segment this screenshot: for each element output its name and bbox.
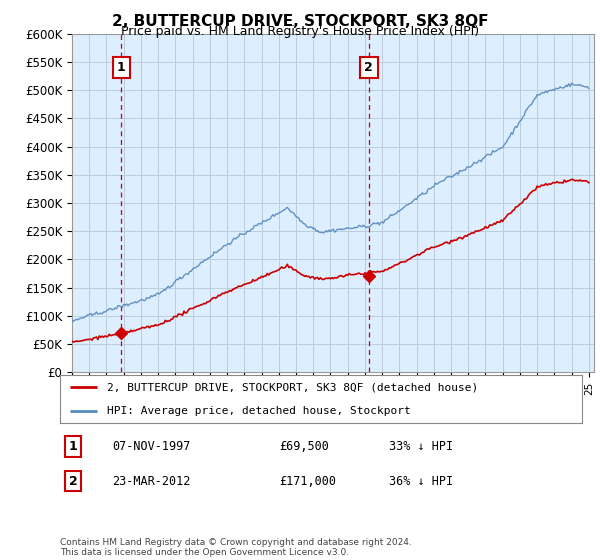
Text: £69,500: £69,500 (279, 440, 329, 453)
Text: 1: 1 (68, 440, 77, 453)
Text: 2: 2 (68, 475, 77, 488)
Text: £171,000: £171,000 (279, 475, 336, 488)
Text: 2, BUTTERCUP DRIVE, STOCKPORT, SK3 8QF (detached house): 2, BUTTERCUP DRIVE, STOCKPORT, SK3 8QF (… (107, 382, 478, 392)
Text: 23-MAR-2012: 23-MAR-2012 (112, 475, 191, 488)
Text: 36% ↓ HPI: 36% ↓ HPI (389, 475, 453, 488)
Text: Contains HM Land Registry data © Crown copyright and database right 2024.
This d: Contains HM Land Registry data © Crown c… (60, 538, 412, 557)
Text: Price paid vs. HM Land Registry's House Price Index (HPI): Price paid vs. HM Land Registry's House … (121, 25, 479, 38)
Text: 2: 2 (364, 61, 373, 74)
Text: 2, BUTTERCUP DRIVE, STOCKPORT, SK3 8QF: 2, BUTTERCUP DRIVE, STOCKPORT, SK3 8QF (112, 14, 488, 29)
Text: HPI: Average price, detached house, Stockport: HPI: Average price, detached house, Stoc… (107, 406, 411, 416)
Text: 1: 1 (117, 61, 125, 74)
Text: 07-NOV-1997: 07-NOV-1997 (112, 440, 191, 453)
Text: 33% ↓ HPI: 33% ↓ HPI (389, 440, 453, 453)
